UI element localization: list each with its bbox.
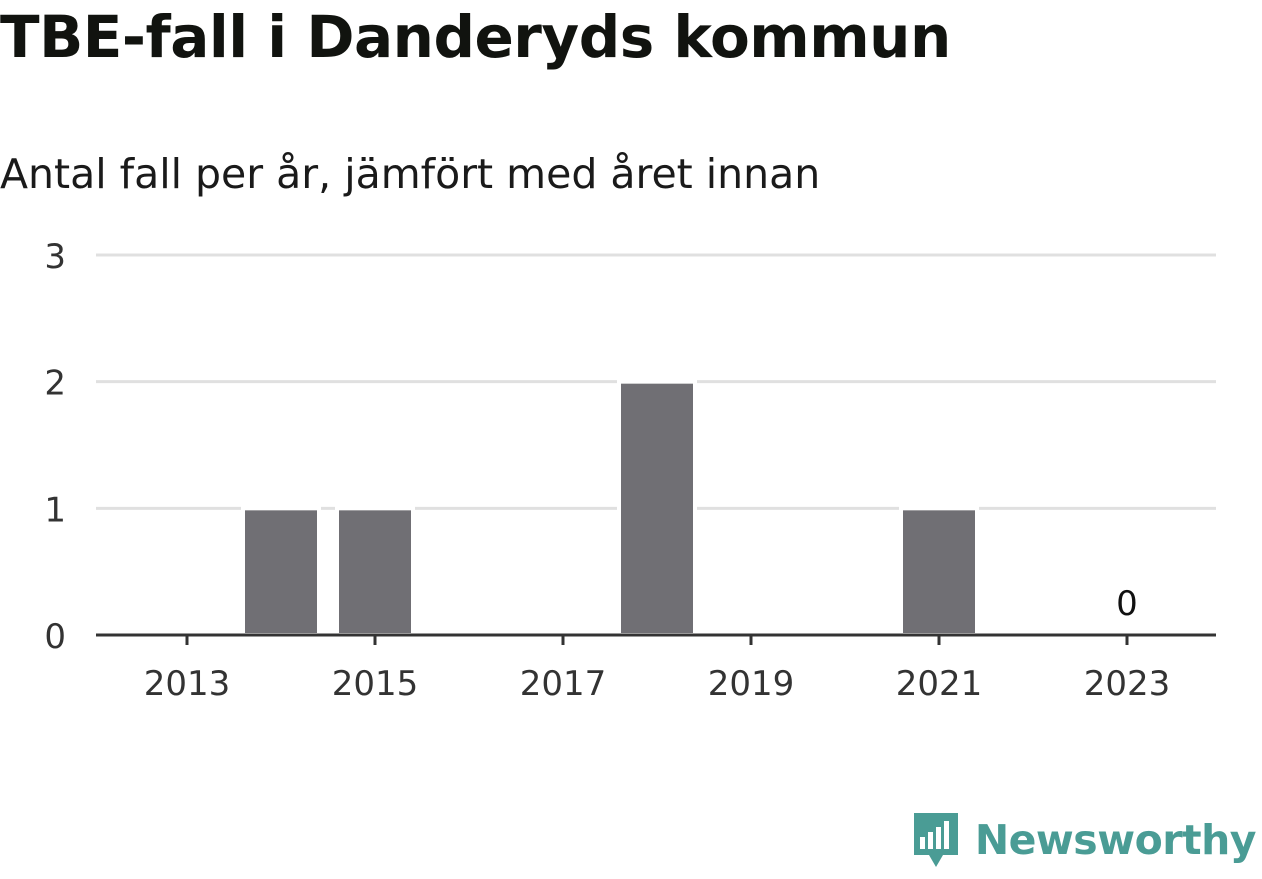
brand-name: Newsworthy: [974, 816, 1257, 864]
chart-subtitle: Antal fall per år, jämfört med året inna…: [0, 150, 821, 198]
data-label-2023: 0: [1116, 584, 1138, 624]
x-tick-label: 2017: [520, 664, 607, 704]
newsworthy-brand: Newsworthy: [911, 811, 1257, 869]
x-tick-label: 2021: [896, 664, 983, 704]
y-tick-label: 1: [44, 490, 66, 530]
bar-2018: [617, 379, 697, 637]
y-tick-label: 3: [44, 237, 66, 277]
bar-chart: 2013 2015 2017 2019 2021 2023 0 1 2 3 0: [44, 237, 1216, 704]
bar-2014: [241, 506, 321, 638]
x-tick-label: 2019: [708, 664, 795, 704]
x-tick-label: 2013: [144, 664, 231, 704]
x-tick-label: 2023: [1084, 664, 1171, 704]
y-tick-label: 2: [44, 364, 66, 404]
x-tick-label: 2015: [332, 664, 419, 704]
bars: [241, 379, 979, 638]
newsworthy-logo-icon: [913, 813, 958, 867]
x-axis: 2013 2015 2017 2019 2021 2023: [96, 633, 1216, 704]
y-axis: 0 1 2 3: [44, 237, 66, 657]
y-tick-label: 0: [44, 617, 66, 657]
data-labels: 0: [1116, 584, 1138, 624]
bar-2021: [899, 506, 979, 638]
bar-2015: [335, 506, 415, 638]
chart-title: TBE-fall i Danderyds kommun: [0, 3, 951, 71]
